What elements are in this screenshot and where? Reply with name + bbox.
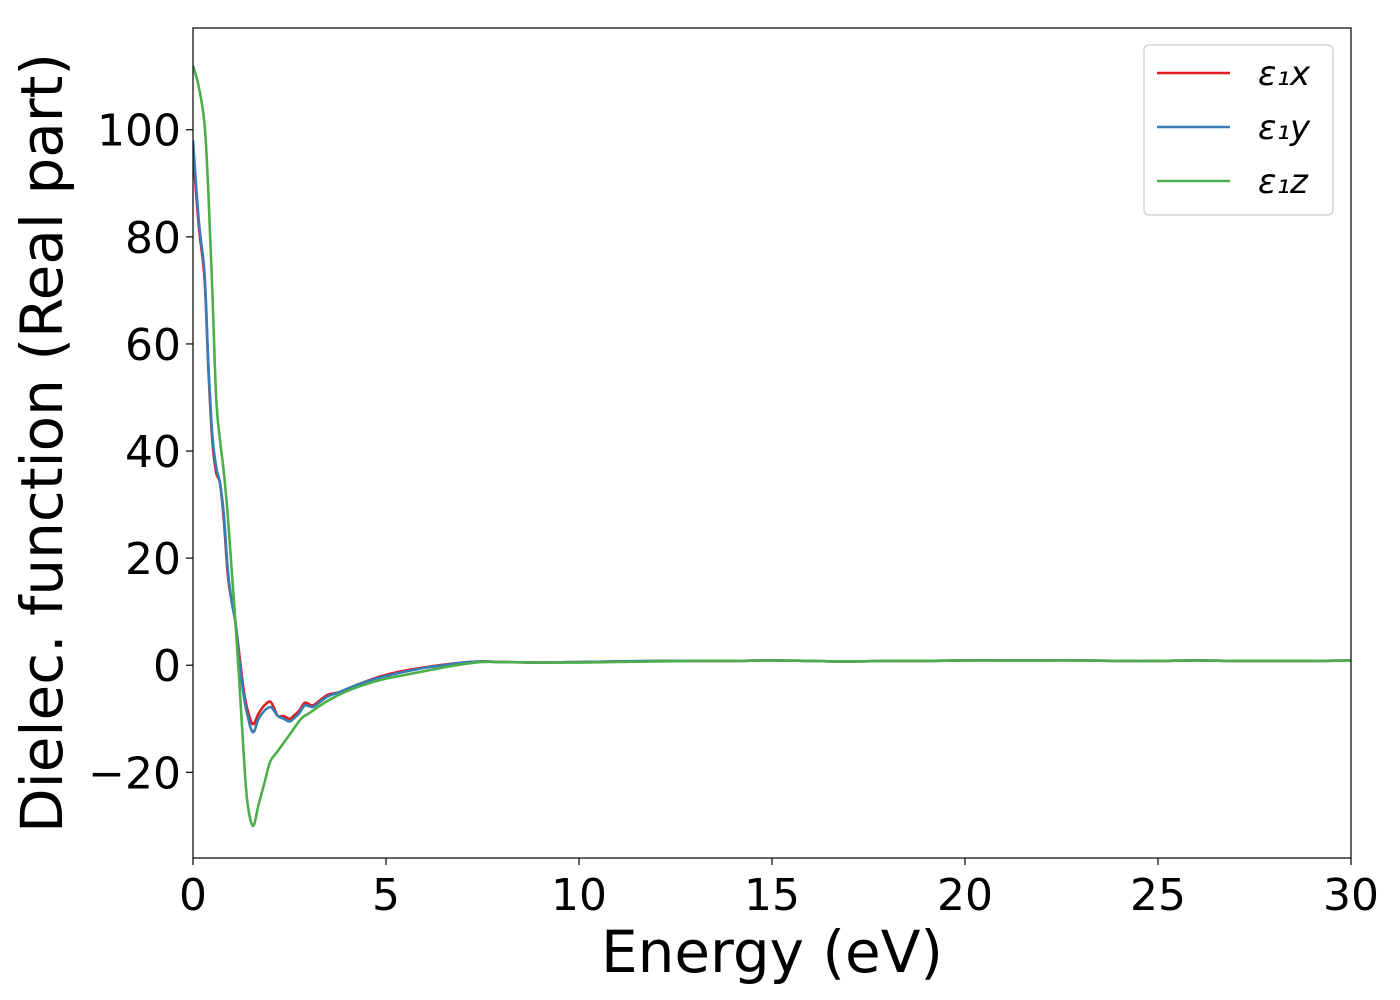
- x-tick-label: 5: [372, 870, 400, 921]
- legend-label: ε₁x: [1258, 54, 1311, 94]
- y-axis-title: Dielec. function (Real part): [8, 53, 76, 833]
- x-tick-label: 25: [1130, 870, 1186, 921]
- x-axis-title: Energy (eV): [601, 918, 943, 986]
- series-line-3: [193, 65, 1351, 828]
- legend: ε₁x ε₁y ε₁z: [1143, 44, 1334, 216]
- x-tick-label: 30: [1323, 870, 1379, 921]
- y-tick-label: 100: [97, 106, 181, 157]
- y-tick-label: 80: [125, 213, 181, 264]
- x-tick-label: 15: [744, 870, 800, 921]
- legend-label: ε₁z: [1258, 162, 1309, 202]
- plot-lines: [193, 65, 1351, 828]
- y-tick-label: 0: [153, 641, 181, 692]
- legend-box: [1143, 44, 1334, 216]
- y-tick-label: 40: [125, 427, 181, 478]
- x-tick-label: 0: [179, 870, 207, 921]
- y-tick-label: 20: [125, 534, 181, 585]
- y-tick-label: 60: [125, 320, 181, 371]
- y-axis: −20 0 20 40 60 80 100: [88, 106, 193, 799]
- x-axis: 0 5 10 15 20 25 30: [179, 858, 1379, 921]
- x-tick-label: 20: [937, 870, 993, 921]
- legend-label: ε₁y: [1258, 108, 1311, 148]
- y-tick-label: −20: [88, 748, 181, 799]
- x-tick-label: 10: [551, 870, 607, 921]
